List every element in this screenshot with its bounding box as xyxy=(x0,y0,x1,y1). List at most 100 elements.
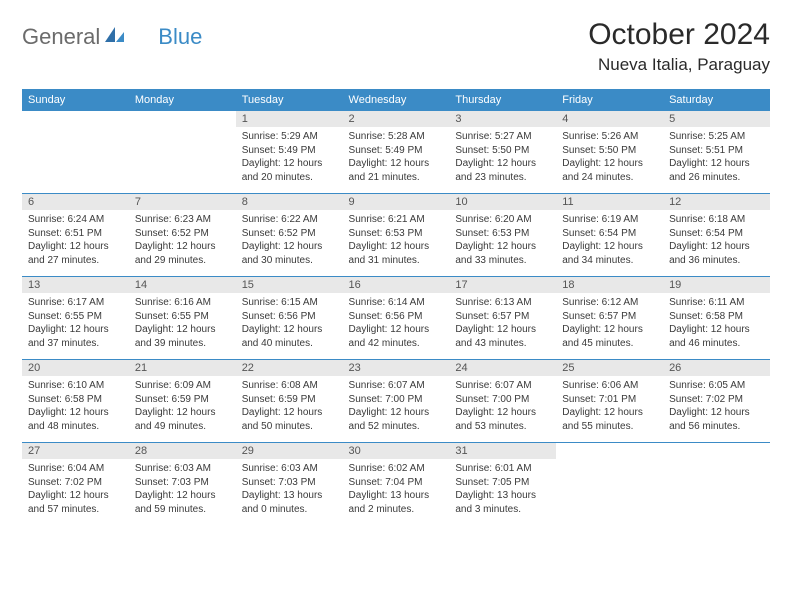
day-line: Sunset: 7:02 PM xyxy=(669,393,764,407)
day-detail: Sunrise: 5:29 AMSunset: 5:49 PMDaylight:… xyxy=(236,127,343,193)
day-line: and 59 minutes. xyxy=(135,503,230,517)
day-line: and 55 minutes. xyxy=(562,420,657,434)
day-line: Sunrise: 6:11 AM xyxy=(669,296,764,310)
logo: General Blue xyxy=(22,18,202,50)
day-line: Daylight: 12 hours xyxy=(455,157,550,171)
day-line: Sunset: 6:59 PM xyxy=(242,393,337,407)
day-number: 8 xyxy=(236,194,343,210)
day-number: 13 xyxy=(22,277,129,293)
day-detail: Sunrise: 6:01 AMSunset: 7:05 PMDaylight:… xyxy=(449,459,556,525)
day-line: and 33 minutes. xyxy=(455,254,550,268)
day-detail: Sunrise: 6:03 AMSunset: 7:03 PMDaylight:… xyxy=(129,459,236,525)
day-cell: 27Sunrise: 6:04 AMSunset: 7:02 PMDayligh… xyxy=(22,443,129,525)
day-cell: 23Sunrise: 6:07 AMSunset: 7:00 PMDayligh… xyxy=(343,360,450,443)
day-detail: Sunrise: 6:10 AMSunset: 6:58 PMDaylight:… xyxy=(22,376,129,442)
day-detail: Sunrise: 6:23 AMSunset: 6:52 PMDaylight:… xyxy=(129,210,236,276)
day-detail: Sunrise: 6:16 AMSunset: 6:55 PMDaylight:… xyxy=(129,293,236,359)
day-line: and 36 minutes. xyxy=(669,254,764,268)
day-detail: Sunrise: 6:20 AMSunset: 6:53 PMDaylight:… xyxy=(449,210,556,276)
day-detail: Sunrise: 6:07 AMSunset: 7:00 PMDaylight:… xyxy=(449,376,556,442)
day-line: Daylight: 12 hours xyxy=(669,323,764,337)
day-line: Sunset: 6:52 PM xyxy=(242,227,337,241)
day-line: Sunset: 6:55 PM xyxy=(135,310,230,324)
dayname-row: Sunday Monday Tuesday Wednesday Thursday… xyxy=(22,89,770,111)
day-line: and 21 minutes. xyxy=(349,171,444,185)
day-line: Sunrise: 6:14 AM xyxy=(349,296,444,310)
day-line: Sunrise: 6:01 AM xyxy=(455,462,550,476)
day-line: Sunrise: 5:27 AM xyxy=(455,130,550,144)
day-cell: 24Sunrise: 6:07 AMSunset: 7:00 PMDayligh… xyxy=(449,360,556,443)
day-cell: 17Sunrise: 6:13 AMSunset: 6:57 PMDayligh… xyxy=(449,277,556,360)
day-number: 30 xyxy=(343,443,450,459)
day-line: Sunset: 7:04 PM xyxy=(349,476,444,490)
day-line: and 57 minutes. xyxy=(28,503,123,517)
day-number: 9 xyxy=(343,194,450,210)
day-line: Sunset: 6:51 PM xyxy=(28,227,123,241)
day-cell: .. xyxy=(556,443,663,525)
day-line: Daylight: 13 hours xyxy=(455,489,550,503)
day-line: and 34 minutes. xyxy=(562,254,657,268)
day-cell: 12Sunrise: 6:18 AMSunset: 6:54 PMDayligh… xyxy=(663,194,770,277)
day-number: 31 xyxy=(449,443,556,459)
day-line: Daylight: 12 hours xyxy=(349,240,444,254)
week-row: 27Sunrise: 6:04 AMSunset: 7:02 PMDayligh… xyxy=(22,443,770,525)
day-line: and 37 minutes. xyxy=(28,337,123,351)
day-cell: 1Sunrise: 5:29 AMSunset: 5:49 PMDaylight… xyxy=(236,111,343,194)
day-line: and 52 minutes. xyxy=(349,420,444,434)
day-line: Daylight: 12 hours xyxy=(135,489,230,503)
header: General Blue October 2024 Nueva Italia, … xyxy=(22,18,770,75)
day-line: and 49 minutes. xyxy=(135,420,230,434)
day-line: and 40 minutes. xyxy=(242,337,337,351)
day-number: 27 xyxy=(22,443,129,459)
day-line: and 20 minutes. xyxy=(242,171,337,185)
day-line: Sunset: 6:56 PM xyxy=(349,310,444,324)
day-line: and 3 minutes. xyxy=(455,503,550,517)
dayname: Wednesday xyxy=(343,89,450,111)
day-number: 7 xyxy=(129,194,236,210)
day-line: and 26 minutes. xyxy=(669,171,764,185)
week-row: ....1Sunrise: 5:29 AMSunset: 5:49 PMDayl… xyxy=(22,111,770,194)
day-number: 26 xyxy=(663,360,770,376)
day-line: and 0 minutes. xyxy=(242,503,337,517)
day-number: 29 xyxy=(236,443,343,459)
day-line: and 31 minutes. xyxy=(349,254,444,268)
day-line: and 2 minutes. xyxy=(349,503,444,517)
day-line: Daylight: 12 hours xyxy=(455,406,550,420)
day-detail: Sunrise: 6:17 AMSunset: 6:55 PMDaylight:… xyxy=(22,293,129,359)
day-line: Sunrise: 6:06 AM xyxy=(562,379,657,393)
day-number: 2 xyxy=(343,111,450,127)
day-line: and 50 minutes. xyxy=(242,420,337,434)
day-line: Daylight: 12 hours xyxy=(455,323,550,337)
day-detail: Sunrise: 6:05 AMSunset: 7:02 PMDaylight:… xyxy=(663,376,770,442)
calendar-table: Sunday Monday Tuesday Wednesday Thursday… xyxy=(22,89,770,525)
day-line: Sunrise: 6:20 AM xyxy=(455,213,550,227)
day-detail: Sunrise: 6:06 AMSunset: 7:01 PMDaylight:… xyxy=(556,376,663,442)
day-line: Sunrise: 6:23 AM xyxy=(135,213,230,227)
day-line: Sunrise: 6:15 AM xyxy=(242,296,337,310)
day-line: Sunset: 5:51 PM xyxy=(669,144,764,158)
day-line: Sunset: 6:57 PM xyxy=(455,310,550,324)
dayname: Monday xyxy=(129,89,236,111)
day-number: 4 xyxy=(556,111,663,127)
day-line: Sunrise: 6:22 AM xyxy=(242,213,337,227)
day-line: Daylight: 12 hours xyxy=(135,323,230,337)
day-line: Daylight: 12 hours xyxy=(669,157,764,171)
day-line: Sunrise: 6:03 AM xyxy=(135,462,230,476)
day-line: Sunset: 6:59 PM xyxy=(135,393,230,407)
day-line: Daylight: 13 hours xyxy=(349,489,444,503)
day-cell: 26Sunrise: 6:05 AMSunset: 7:02 PMDayligh… xyxy=(663,360,770,443)
day-line: Daylight: 12 hours xyxy=(562,323,657,337)
day-line: Sunrise: 6:10 AM xyxy=(28,379,123,393)
day-line: Sunrise: 6:19 AM xyxy=(562,213,657,227)
day-cell: 3Sunrise: 5:27 AMSunset: 5:50 PMDaylight… xyxy=(449,111,556,194)
day-line: Sunrise: 6:12 AM xyxy=(562,296,657,310)
day-number: 17 xyxy=(449,277,556,293)
day-cell: 8Sunrise: 6:22 AMSunset: 6:52 PMDaylight… xyxy=(236,194,343,277)
week-row: 20Sunrise: 6:10 AMSunset: 6:58 PMDayligh… xyxy=(22,360,770,443)
day-detail: Sunrise: 6:07 AMSunset: 7:00 PMDaylight:… xyxy=(343,376,450,442)
day-line: Daylight: 12 hours xyxy=(562,406,657,420)
day-line: Sunrise: 5:28 AM xyxy=(349,130,444,144)
day-line: Sunrise: 5:25 AM xyxy=(669,130,764,144)
day-cell: 5Sunrise: 5:25 AMSunset: 5:51 PMDaylight… xyxy=(663,111,770,194)
day-line: Sunrise: 6:16 AM xyxy=(135,296,230,310)
